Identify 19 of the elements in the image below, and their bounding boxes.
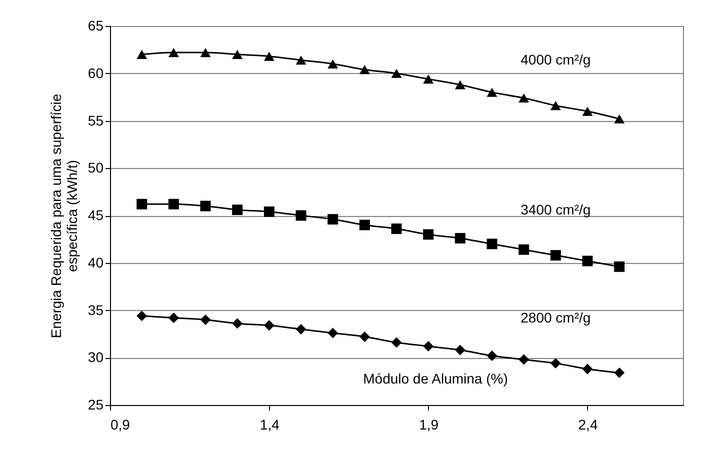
text: específica (kWh/t) bbox=[64, 160, 80, 272]
y-tick-label: 45 bbox=[88, 207, 104, 223]
y-tick-label: 65 bbox=[88, 18, 104, 34]
y-tick-label: 30 bbox=[88, 349, 104, 366]
x-tick-label: 0,9 bbox=[110, 416, 130, 432]
y-tick-label: 60 bbox=[88, 64, 104, 81]
x-tick-label: 2,4 bbox=[578, 416, 598, 432]
text: 2800 cm²/g bbox=[520, 309, 591, 326]
x-axis-title: Módulo de Alumina (%) bbox=[363, 370, 508, 386]
text: Energia Requerida para uma superfície bbox=[48, 94, 64, 338]
y-tick-label: 25 bbox=[88, 396, 104, 412]
x-tick-label: 1,9 bbox=[419, 416, 439, 432]
y-tick-label: 55 bbox=[88, 112, 104, 128]
y-tick-label: 35 bbox=[88, 302, 104, 318]
y-tick-label: 40 bbox=[88, 254, 104, 270]
y-tick-label: 50 bbox=[88, 160, 104, 176]
series-label: 4000 cm²/g bbox=[520, 52, 591, 68]
series-label: 3400 cm²/g bbox=[520, 201, 591, 218]
x-tick-label: 1,4 bbox=[260, 416, 280, 432]
